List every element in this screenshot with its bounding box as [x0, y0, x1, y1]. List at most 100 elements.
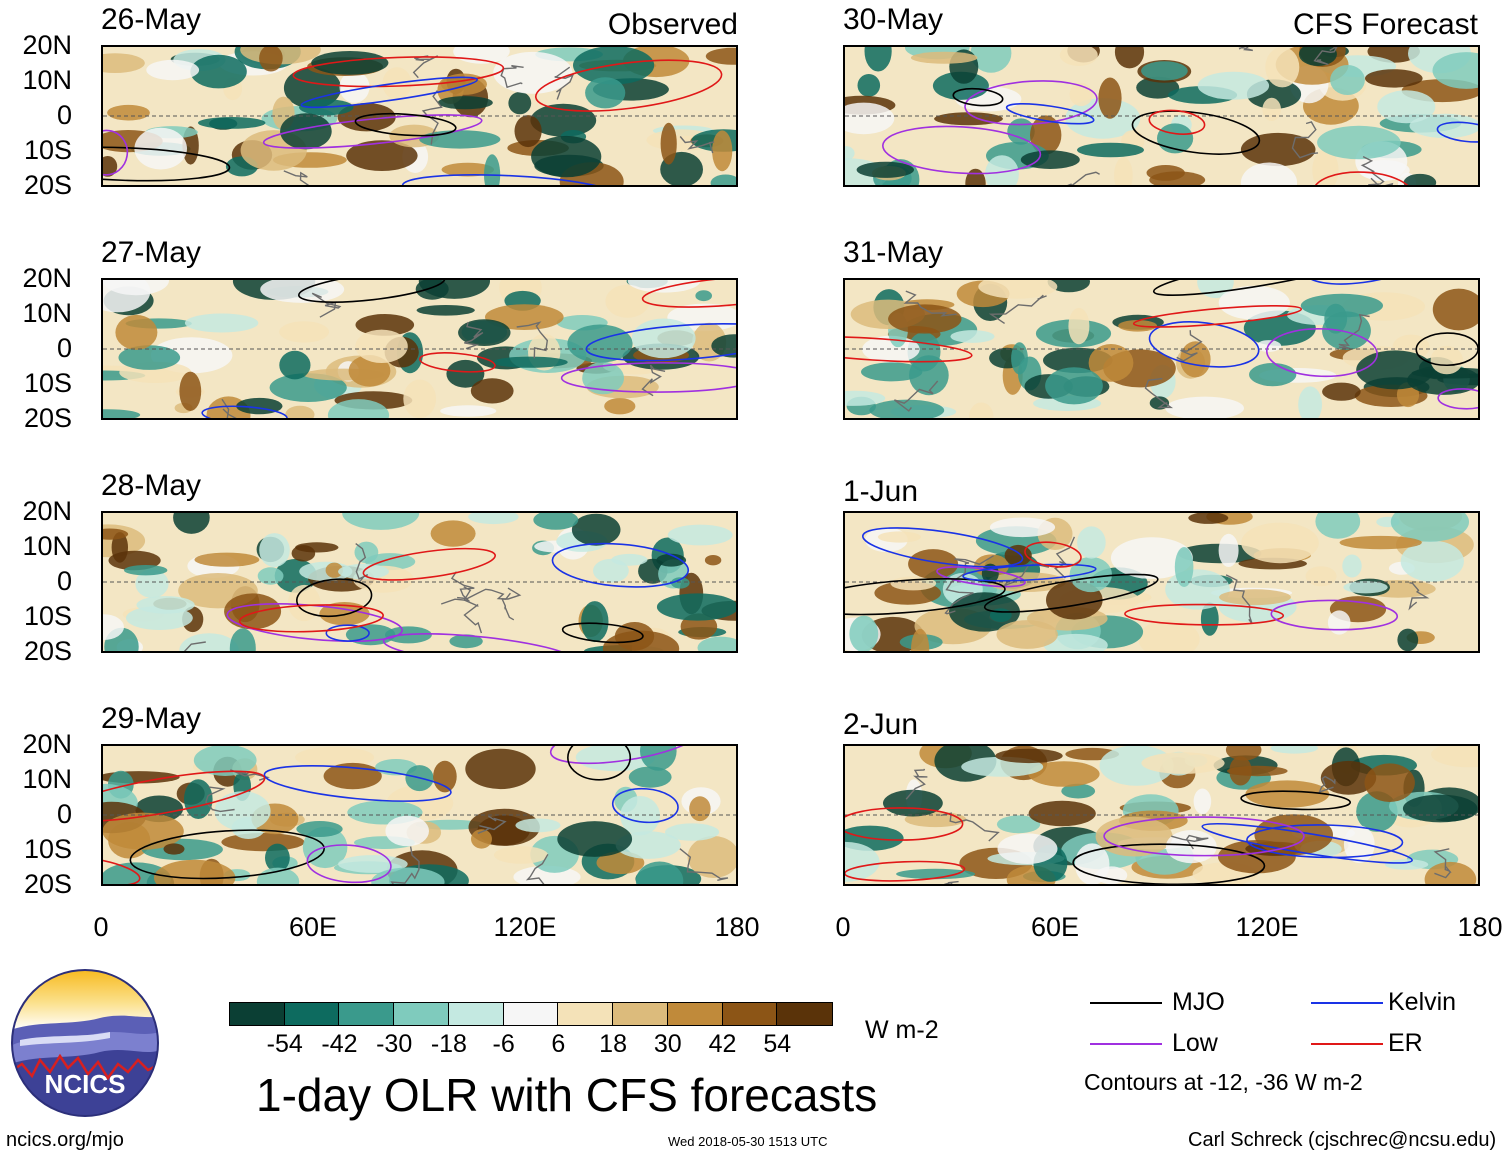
olr-anomaly-blob	[582, 361, 624, 395]
olr-anomaly-blob	[1254, 814, 1333, 856]
coastline	[464, 321, 484, 350]
olr-anomaly-blob	[440, 405, 497, 417]
lon-label: 120E	[1235, 912, 1299, 942]
olr-anomaly-blob	[932, 71, 989, 100]
contour-line	[296, 578, 373, 618]
olr-anomaly-blob	[640, 746, 677, 771]
olr-anomaly-blob	[1061, 783, 1096, 799]
olr-field	[103, 47, 736, 185]
panel-date-forecast-2: 31-May	[843, 236, 944, 269]
olr-anomaly-blob	[118, 345, 181, 370]
coastline	[311, 292, 342, 318]
olr-anomaly-blob	[385, 815, 430, 847]
lat-label: 20S	[23, 869, 72, 899]
olr-anomaly-blob	[1343, 825, 1375, 864]
olr-anomaly-blob	[1138, 619, 1200, 651]
colorbar-tick-label: -54	[266, 1030, 303, 1058]
contour-line	[201, 405, 288, 418]
olr-anomaly-blob	[229, 628, 256, 651]
olr-field	[103, 280, 736, 418]
colorbar-tick-label: 18	[599, 1030, 627, 1058]
olr-anomaly-blob	[1068, 307, 1090, 345]
olr-anomaly-blob	[604, 398, 636, 415]
olr-anomaly-blob	[1174, 547, 1194, 587]
olr-anomaly-blob	[1197, 71, 1270, 100]
olr-anomaly-blob	[430, 520, 476, 547]
lat-label: 0	[56, 100, 72, 130]
contour-line	[1132, 304, 1303, 328]
contour-line	[1148, 321, 1260, 368]
olr-anomaly-blob	[115, 314, 158, 350]
olr-anomaly-blob	[1043, 633, 1108, 651]
olr-anomaly-blob	[1045, 367, 1103, 405]
contour-line	[560, 362, 736, 393]
olr-anomaly-blob	[1200, 602, 1219, 636]
olr-anomaly-blob	[515, 818, 561, 833]
olr-anomaly-blob	[667, 524, 733, 546]
olr-anomaly-blob	[103, 280, 151, 313]
lon-label: 120E	[493, 912, 557, 942]
colorbar-swatch	[448, 1003, 504, 1025]
olr-anomaly-blob	[173, 513, 210, 534]
olr-anomaly-blob	[978, 280, 1058, 299]
coastline	[1313, 47, 1338, 66]
olr-anomaly-blob	[1188, 513, 1229, 524]
olr-anomaly-blob	[1317, 125, 1401, 160]
contour-line	[419, 352, 496, 373]
olr-anomaly-blob	[1339, 535, 1422, 550]
panel-date-observed-4: 29-May	[101, 702, 202, 735]
contour-line	[1312, 171, 1414, 185]
olr-anomaly-blob	[287, 584, 321, 622]
map-panel-forecast-2	[843, 278, 1480, 420]
coastline	[944, 880, 959, 884]
olr-anomaly-blob	[403, 379, 437, 418]
olr-anomaly-blob	[1095, 866, 1128, 884]
contour-line	[325, 624, 370, 642]
olr-anomaly-blob	[1431, 746, 1478, 768]
olr-anomaly-blob	[134, 127, 187, 170]
map-panel-forecast-4	[843, 744, 1480, 886]
olr-anomaly-blob	[285, 405, 315, 418]
olr-anomaly-blob	[453, 47, 510, 64]
olr-anomaly-blob	[433, 760, 457, 793]
olr-anomaly-blob	[996, 620, 1058, 649]
coastline	[951, 555, 994, 583]
olr-anomaly-blob	[103, 614, 124, 640]
colorbar-tick-label: -18	[430, 1030, 467, 1058]
olr-anomaly-blob	[214, 791, 271, 831]
contour-line	[1024, 541, 1082, 568]
contour-line	[401, 174, 617, 185]
olr-anomaly-blob	[571, 513, 621, 546]
olr-anomaly-blob	[1047, 280, 1090, 293]
colorbar-tick-label: -42	[321, 1030, 358, 1058]
colorbar-swatch	[722, 1003, 778, 1025]
colorbar-tick-label: -30	[376, 1030, 413, 1058]
coastline	[525, 853, 549, 884]
olr-anomaly-blob	[531, 135, 602, 178]
olr-anomaly-blob	[346, 140, 418, 171]
contour-line	[1152, 280, 1369, 296]
olr-anomaly-blob	[911, 628, 930, 651]
olr-anomaly-blob	[1342, 554, 1362, 578]
olr-anomaly-blob	[1390, 513, 1469, 542]
olr-anomaly-blob	[1141, 752, 1225, 774]
lon-label: 0	[93, 912, 109, 942]
lat-label: 0	[56, 566, 72, 596]
olr-anomaly-blob	[985, 155, 1019, 185]
contour-line	[1201, 822, 1413, 864]
contour-line	[611, 787, 679, 824]
contour-line	[1148, 109, 1206, 135]
lat-label: 10N	[22, 65, 72, 95]
olr-anomaly-blob	[888, 304, 962, 334]
credit: Carl Schreck (cjschrec@ncsu.edu)	[1188, 1129, 1497, 1151]
map-panel-forecast-3	[843, 511, 1480, 653]
coastline	[500, 65, 524, 89]
olr-anomaly-blob	[557, 821, 633, 857]
contour-line	[354, 112, 457, 137]
olr-anomaly-blob	[355, 329, 408, 363]
coastline	[679, 848, 729, 881]
map-panel-observed-2	[101, 278, 738, 420]
olr-anomaly-blob	[311, 51, 389, 75]
source-url[interactable]: ncics.org/mjo	[6, 1129, 124, 1151]
olr-anomaly-blob	[1397, 628, 1419, 651]
